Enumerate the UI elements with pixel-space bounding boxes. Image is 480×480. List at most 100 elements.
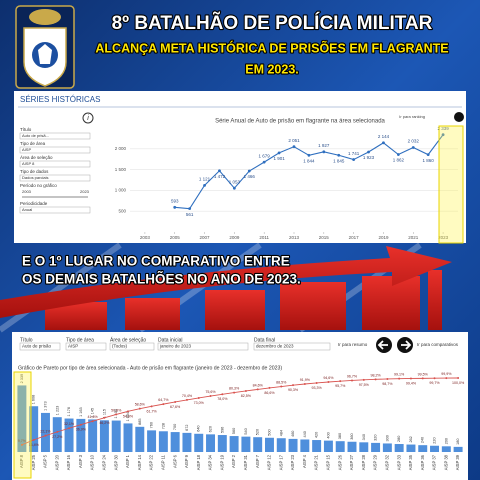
- point: [426, 153, 430, 157]
- cumulative-label: 16,4%: [29, 443, 40, 447]
- x-tick-label: 2015: [319, 235, 330, 240]
- cumulative-point: [280, 385, 283, 388]
- cumulative-point: [409, 377, 412, 380]
- x-tick-label: AISP 19: [219, 454, 224, 470]
- bar-label: 540: [244, 428, 248, 434]
- bar-label: 420: [315, 432, 319, 438]
- x-tick-label: 2021: [408, 235, 419, 240]
- bar-label: 2 339: [20, 374, 24, 384]
- cumulative-label: 67,6%: [170, 405, 181, 409]
- filter-box: [19, 160, 91, 168]
- summary-link[interactable]: Ir para resumo: [338, 342, 368, 347]
- cumulative-label: 100,0%: [452, 381, 465, 385]
- bar-label: 262: [409, 436, 413, 442]
- x-tick-label: AISP 11: [160, 454, 165, 470]
- bar-label: 380: [338, 433, 342, 439]
- bar-label: 1 608: [32, 395, 36, 405]
- bar-label: 560: [232, 428, 236, 434]
- bar: [406, 444, 416, 452]
- filter-box: [253, 342, 331, 351]
- filter-value: Auto de prisão: [22, 344, 52, 349]
- filter-value: (Todos): [112, 344, 128, 349]
- highlight-first: [13, 371, 32, 479]
- cumulative-label: 96,7%: [347, 374, 358, 378]
- cumulative-label: 99,4%: [406, 381, 417, 385]
- x-tick-label: AISP 36: [420, 454, 425, 470]
- x-tick-label: AISP 17: [278, 454, 283, 470]
- bar: [88, 419, 98, 452]
- x-tick-label: AISP 4: [302, 454, 307, 468]
- data-label: 1 923: [363, 155, 375, 160]
- arrow-button[interactable]: [454, 112, 464, 122]
- filter-box: [19, 342, 61, 351]
- filter-value: janeiro de 2023: [159, 344, 192, 349]
- comparison-link[interactable]: Ir para comparativos: [417, 342, 459, 347]
- cumulative-point: [244, 389, 247, 392]
- x-tick-label: 2019: [378, 235, 389, 240]
- red-pillars: [45, 270, 442, 330]
- bar: [430, 445, 440, 452]
- point: [188, 207, 192, 211]
- point: [247, 169, 251, 173]
- bar-label: 672: [185, 425, 189, 431]
- filter-box: [19, 174, 91, 182]
- data-label: 2 051: [288, 138, 300, 143]
- filter-value: Anual: [22, 207, 32, 212]
- cumulative-point: [421, 377, 424, 380]
- bar-label: 280: [397, 436, 401, 442]
- cumulative-point: [327, 380, 330, 383]
- cumulative-label: 22,1%: [40, 430, 51, 434]
- filter-box: [65, 342, 107, 351]
- info-icon[interactable]: [82, 112, 94, 124]
- bar: [288, 438, 298, 452]
- bar: [323, 440, 333, 452]
- cumulative-label: 99,5%: [418, 372, 429, 376]
- x-tick-label: 2005: [170, 235, 181, 240]
- x-tick-label: AISP 6: [172, 454, 177, 468]
- point: [322, 150, 326, 154]
- x-tick-label: AISP 12: [267, 454, 272, 470]
- bar-label: 340: [362, 434, 366, 440]
- header-subtitle: EM 2023.: [245, 62, 299, 76]
- bar-label: 640: [197, 425, 201, 431]
- cumulative-point: [115, 413, 118, 416]
- x-tick-label: AISP 8: [19, 454, 24, 468]
- x-tick-label: AISP 22: [149, 454, 154, 470]
- ranking-link[interactable]: Ir para ranking: [399, 114, 425, 119]
- point: [262, 160, 266, 164]
- bar: [394, 444, 404, 452]
- x-tick-label: AISP 30: [113, 454, 118, 470]
- point: [307, 153, 311, 157]
- filter-box: [19, 146, 91, 154]
- filter-label: Área de seleção: [20, 154, 53, 160]
- x-tick-label: AISP 21: [314, 454, 319, 470]
- x-tick-label: AISP 18: [196, 454, 201, 470]
- filter-value: AISP: [22, 147, 31, 152]
- bar: [347, 441, 357, 452]
- pareto-panel: [12, 332, 468, 480]
- y-tick-label: 500: [118, 208, 126, 213]
- x-tick-label: AISP 16: [66, 454, 71, 470]
- bar: [312, 440, 322, 452]
- bar-label: 500: [267, 429, 271, 435]
- x-tick-label: 2023: [438, 235, 449, 240]
- x-tick-label: AISP 25: [31, 454, 36, 470]
- bar-label: 1 145: [91, 408, 95, 418]
- filter-label: Área de seleção: [110, 336, 146, 343]
- cumulative-label: 32,1%: [64, 422, 75, 426]
- cumulative-point: [79, 423, 82, 426]
- next-arrow: [401, 340, 412, 350]
- cumulative-point: [233, 391, 236, 394]
- filter-label: Data inicial: [158, 337, 182, 343]
- point: [292, 145, 296, 149]
- cumulative-label: 41,6%: [88, 415, 99, 419]
- cumulative-label: 91,9%: [300, 378, 311, 382]
- x-tick-label: AISP 3: [78, 454, 83, 468]
- cumulative-label: 99,9%: [441, 372, 452, 376]
- bar: [382, 443, 392, 452]
- bar: [52, 417, 62, 452]
- cumulative-label: 75,6%: [205, 390, 216, 394]
- point: [203, 183, 206, 187]
- x-tick-label: AISP 31: [243, 454, 248, 470]
